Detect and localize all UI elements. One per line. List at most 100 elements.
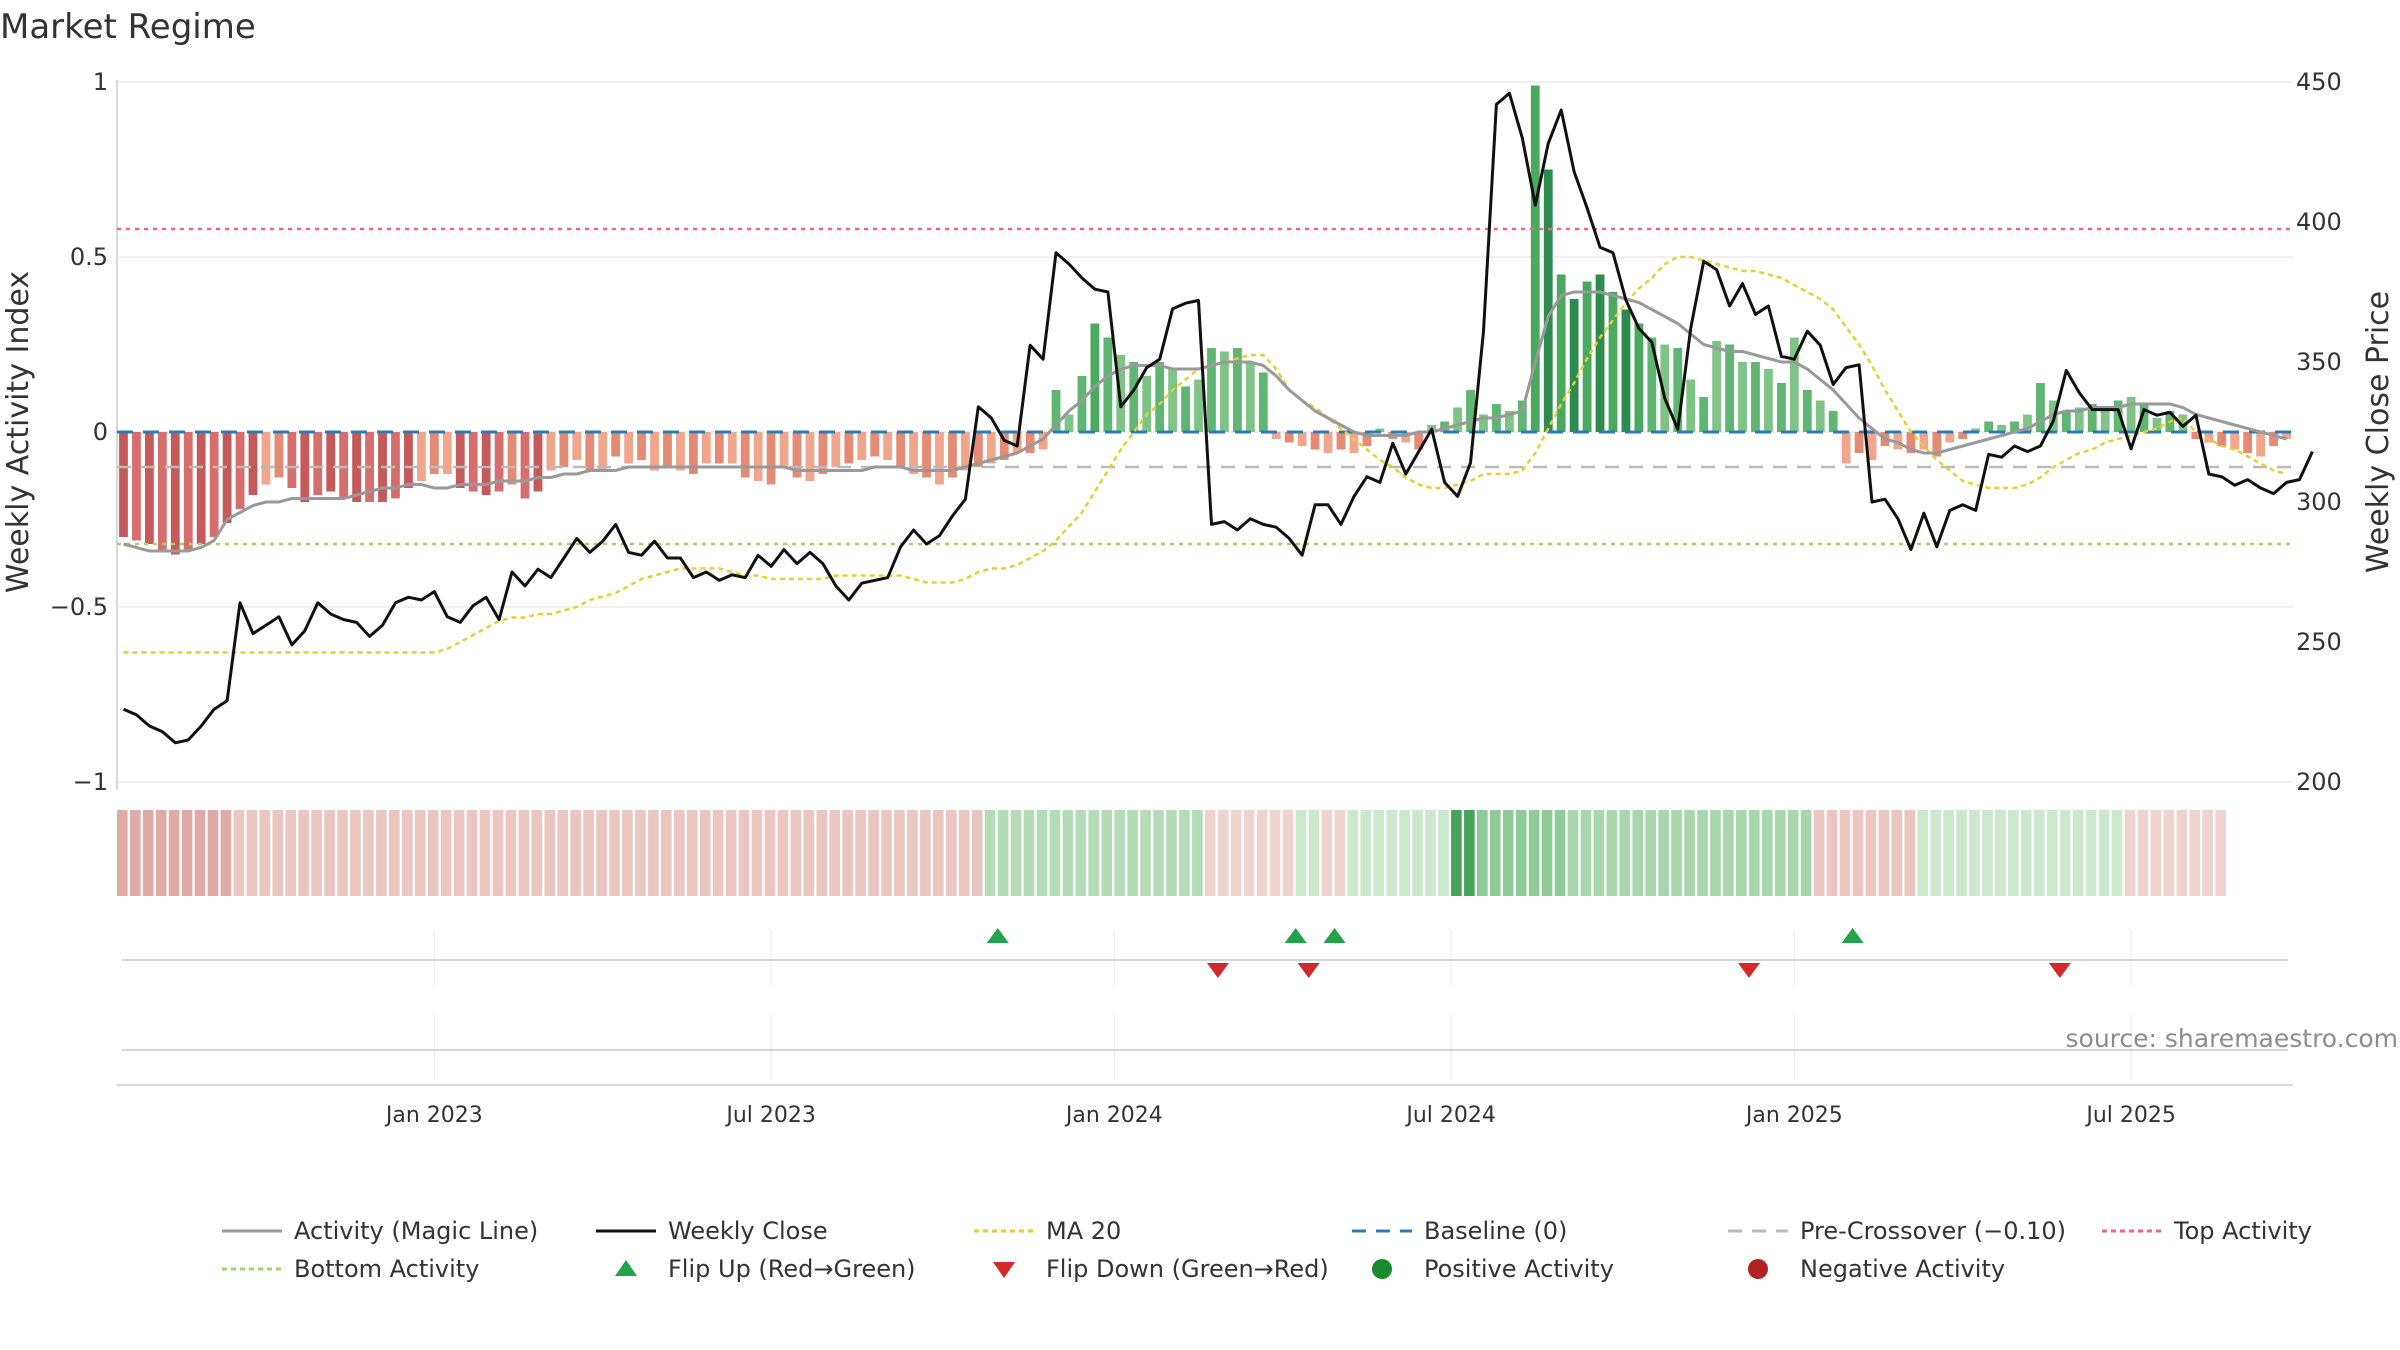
y-right-tick-label: 250 [2296, 628, 2342, 656]
regime-strip-cell [635, 810, 646, 896]
activity-bar [727, 432, 737, 464]
activity-bar [1517, 400, 1527, 432]
regime-strip-cell [2021, 810, 2032, 896]
regime-strip-cell [401, 810, 413, 896]
activity-bar [170, 432, 180, 555]
activity-bar [572, 432, 582, 460]
regime-strip-cell [1010, 810, 1022, 896]
activity-bar [559, 432, 569, 467]
regime-strip-cell [920, 810, 931, 896]
activity-bar [1466, 390, 1475, 432]
activity-bar [1686, 379, 1696, 432]
regime-strip-cell [1593, 810, 1605, 896]
activity-bar [1919, 432, 1929, 450]
regime-strip-cell [155, 810, 167, 896]
x-tick-label: Jul 2025 [2084, 1103, 2176, 1128]
activity-bar [779, 432, 789, 467]
activity-bar [688, 432, 698, 474]
activity-bar [2113, 400, 2123, 432]
regime-strip-cell [363, 810, 374, 896]
activity-bar [1569, 299, 1579, 432]
regime-strip-cell [1477, 810, 1488, 896]
activity-bar [1530, 85, 1540, 432]
activity-bar [1660, 344, 1670, 432]
regime-strip-cell [2033, 810, 2045, 896]
regime-strip-cell [2189, 810, 2201, 896]
activity-bar [274, 432, 284, 478]
regime-strip-cell [168, 810, 180, 896]
activity-bar [753, 432, 763, 481]
activity-bar [1232, 348, 1242, 432]
legend-item: Bottom Activity [222, 1255, 479, 1283]
activity-bar [1608, 292, 1618, 432]
regime-strip-cell [2137, 810, 2149, 896]
flip-markers [986, 928, 2071, 978]
chart-title: Market Regime [0, 7, 256, 47]
activity-bar [1815, 400, 1825, 432]
activity-bar [352, 432, 362, 502]
activity-bar [2282, 432, 2291, 439]
regime-strip-cell [933, 810, 944, 896]
activity-bar [935, 432, 944, 485]
legend-label: MA 20 [1046, 1217, 1121, 1245]
regime-strip-cell [1308, 810, 1320, 896]
regime-strip-cell [881, 810, 892, 896]
activity-bar [1997, 425, 2006, 432]
regime-strip-cell [1787, 810, 1799, 896]
regime-strip-cell [117, 810, 128, 896]
regime-strip-cell [1541, 810, 1553, 896]
activity-bar [857, 432, 867, 460]
activity-bar [2204, 432, 2214, 443]
regime-strip-cell [1723, 810, 1734, 896]
activity-bar [442, 432, 452, 474]
activity-bar [429, 432, 439, 474]
regime-strip-cell [712, 810, 724, 896]
activity-bar [1194, 379, 1203, 432]
activity-bar [2178, 414, 2188, 432]
regime-strip-cell [2098, 810, 2110, 896]
regime-strip-cell [1205, 810, 1216, 896]
legend-item: Negative Activity [1748, 1255, 2005, 1283]
regime-strip-cell [894, 810, 905, 896]
regime-strip-cell [259, 810, 271, 896]
regime-strip-cell [1826, 810, 1838, 896]
regime-strip-cell [350, 810, 361, 896]
regime-strip-cell [1710, 810, 1721, 896]
activity-bar [1556, 274, 1566, 432]
regime-strip-cell [1502, 810, 1514, 896]
regime-strip-cell [453, 810, 465, 896]
activity-bar [2152, 418, 2162, 432]
activity-bar [2191, 432, 2201, 439]
activity-bar [960, 432, 970, 471]
regime-strip-cell [1282, 810, 1294, 896]
legend-label: Bottom Activity [294, 1255, 479, 1283]
regime-strip-cell [984, 810, 996, 896]
regime-strip-cell [971, 810, 983, 896]
regime-strip-cell [2150, 810, 2162, 896]
activity-bar [2230, 432, 2240, 450]
regime-strip-cell [427, 810, 439, 896]
regime-strip-cell [997, 810, 1009, 896]
activity-bar [948, 432, 957, 478]
activity-bar [1971, 428, 1981, 432]
regime-strip-cell [1800, 810, 1812, 896]
regime-strip-cell [1554, 810, 1566, 896]
regime-strip-cell [479, 810, 491, 896]
activity-bar [1621, 309, 1631, 432]
activity-bar [2139, 404, 2149, 432]
activity-bar [1440, 421, 1450, 432]
regime-strip-cell [129, 810, 141, 896]
activity-bar [520, 432, 530, 499]
legend-item: Baseline (0) [1352, 1217, 1567, 1245]
regime-strip-cell [1049, 810, 1061, 896]
activity-bar [883, 432, 893, 460]
legend-label: Baseline (0) [1424, 1217, 1567, 1245]
activity-bar [1077, 376, 1087, 432]
regime-strip-cell [764, 810, 776, 896]
regime-strip-cell [816, 810, 828, 896]
legend-item: MA 20 [974, 1217, 1121, 1245]
x-tick-label: Jan 2025 [1744, 1103, 1843, 1128]
regime-strip-cell [1386, 810, 1397, 896]
regime-strip-cell [194, 810, 206, 896]
regime-strip-cell [440, 810, 452, 896]
